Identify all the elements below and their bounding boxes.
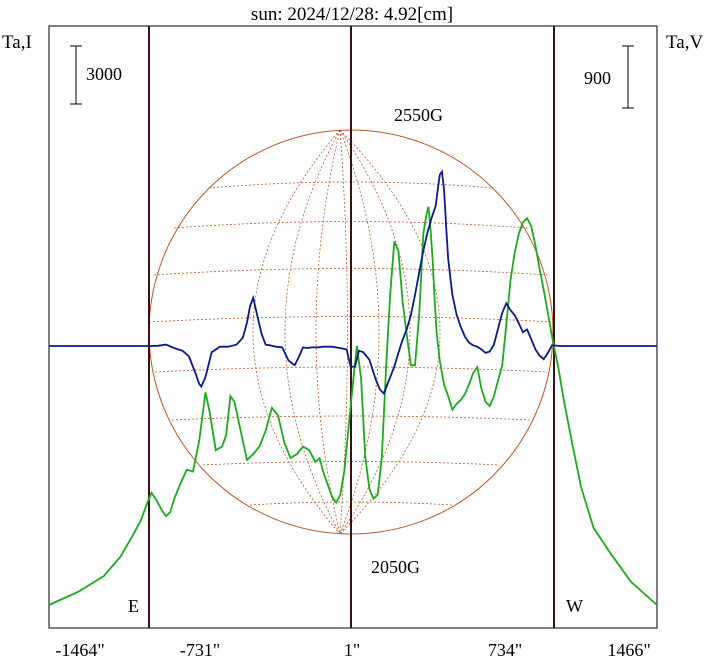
series-line-intensity xyxy=(48,206,658,606)
annotation-2550g: 2550G xyxy=(394,105,443,125)
annotation-2050g: 2050G xyxy=(371,557,420,577)
series-line-polarization xyxy=(49,169,657,396)
chart-title: sun: 2024/12/28: 4.92[cm] xyxy=(251,4,453,25)
x-tick-label: -731" xyxy=(180,640,220,660)
x-tick-label: 1466" xyxy=(607,640,650,660)
scale-bar-left xyxy=(70,45,82,105)
left-axis-label: Ta,I xyxy=(2,32,32,53)
x-tick-label: 734" xyxy=(488,640,522,660)
right-axis-label: Ta,V xyxy=(666,32,703,53)
plot-frame xyxy=(48,25,658,629)
x-tick-label: -1464" xyxy=(55,640,104,660)
west-label: W xyxy=(566,596,583,616)
x-tick-label: 1" xyxy=(344,640,360,660)
east-label: E xyxy=(128,596,139,616)
disk-longitude-grid xyxy=(252,129,441,535)
limb-lines xyxy=(148,26,555,628)
scale-right-label: 900 xyxy=(584,68,611,88)
x-tick-labels: -1464" -731" 1" 734" 1466" xyxy=(55,640,650,660)
scale-bar-right xyxy=(622,45,634,109)
scale-left-label: 3000 xyxy=(86,64,122,84)
